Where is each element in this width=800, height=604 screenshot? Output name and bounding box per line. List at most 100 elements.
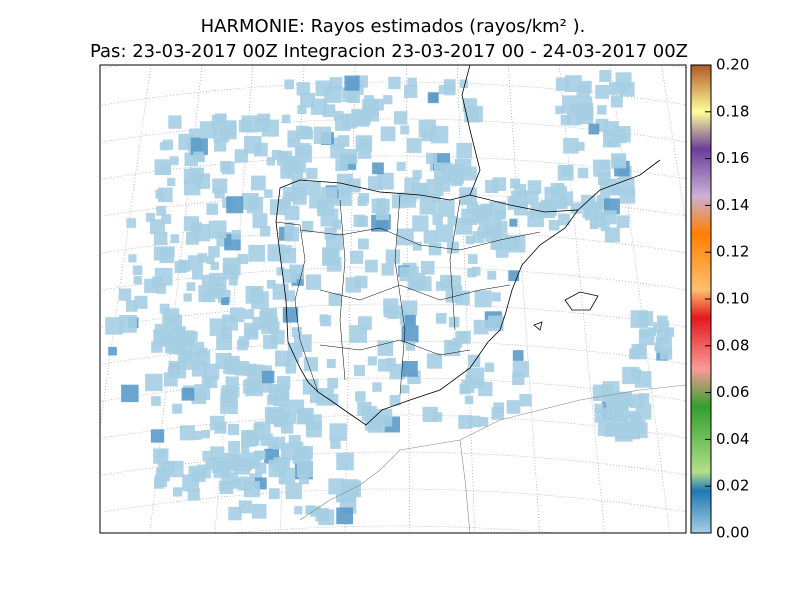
- patch: [399, 266, 414, 282]
- patch: [289, 399, 305, 415]
- patch: [357, 145, 372, 159]
- map-frame: [99, 64, 687, 534]
- patch: [577, 167, 589, 179]
- parallel: [229, 525, 559, 533]
- patch: [412, 215, 429, 232]
- patch: [478, 218, 488, 228]
- patch: [639, 328, 649, 338]
- parallel: [100, 81, 686, 106]
- patch: [594, 403, 604, 413]
- colorbar-tick-label: 0.08: [716, 336, 749, 354]
- patch: [306, 181, 321, 196]
- patch: [125, 300, 138, 312]
- patch: [447, 241, 459, 254]
- patch: [570, 202, 582, 214]
- parallel: [100, 266, 686, 291]
- patch: [194, 173, 211, 189]
- patch: [622, 366, 640, 385]
- patch: [556, 198, 568, 210]
- patch: [231, 230, 241, 240]
- patch: [303, 357, 319, 372]
- patch: [313, 126, 332, 145]
- patch: [446, 340, 457, 351]
- patch: [256, 450, 266, 460]
- patch: [372, 382, 382, 392]
- patch: [153, 478, 165, 489]
- patch: [383, 95, 393, 105]
- patch: [246, 196, 264, 214]
- patch: [495, 209, 506, 220]
- patch: [243, 136, 262, 154]
- patch: [491, 292, 501, 302]
- patch: [220, 160, 232, 172]
- meridian: [344, 65, 356, 533]
- patch: [422, 406, 438, 423]
- patch: [448, 316, 460, 328]
- patch: [119, 314, 137, 333]
- patch: [226, 196, 244, 214]
- patch: [276, 151, 288, 163]
- parallel: [100, 229, 686, 254]
- patch: [638, 393, 650, 404]
- patch: [191, 468, 206, 483]
- patch: [420, 261, 435, 275]
- patch: [266, 279, 276, 289]
- patch: [606, 138, 616, 148]
- patch: [635, 403, 652, 420]
- patch: [238, 500, 252, 514]
- patch: [437, 199, 455, 217]
- patch: [297, 105, 307, 115]
- patch: [336, 452, 354, 471]
- patch: [555, 105, 564, 115]
- patch: [455, 331, 468, 344]
- patch: [564, 75, 582, 93]
- patch: [459, 79, 469, 89]
- patch: [161, 461, 175, 474]
- colorbar-tick-label: 0.04: [716, 430, 749, 448]
- patch: [296, 461, 313, 478]
- patch: [527, 180, 542, 194]
- patch: [159, 142, 168, 151]
- patch: [281, 114, 291, 124]
- patch: [214, 139, 227, 152]
- patch: [244, 363, 258, 377]
- patch: [593, 159, 611, 177]
- patch: [478, 417, 489, 427]
- patch: [664, 327, 675, 337]
- patch: [267, 394, 278, 406]
- patch: [188, 255, 204, 271]
- patch: [377, 358, 391, 372]
- patch: [506, 400, 521, 414]
- patch: [280, 442, 299, 461]
- patch: [191, 361, 208, 377]
- patch: [208, 272, 224, 288]
- patch: [168, 360, 187, 379]
- patch: [152, 276, 164, 288]
- patch: [562, 95, 580, 114]
- patch: [159, 248, 174, 264]
- parallel: [100, 488, 686, 513]
- patch: [349, 325, 368, 343]
- patch: [105, 317, 123, 335]
- patch: [318, 509, 335, 526]
- patch: [330, 144, 345, 159]
- patch: [192, 268, 203, 280]
- patch: [608, 82, 622, 95]
- patch: [238, 336, 250, 347]
- patch: [412, 170, 422, 180]
- patch: [267, 408, 283, 425]
- patch: [278, 404, 290, 416]
- patch: [484, 362, 495, 373]
- patch: [183, 293, 192, 302]
- patch: [187, 331, 198, 342]
- patch: [284, 226, 299, 242]
- patch: [118, 288, 132, 301]
- patch: [381, 263, 394, 276]
- patch: [267, 321, 280, 333]
- colorbar-tick-label: 0.12: [716, 243, 749, 261]
- patch: [238, 119, 252, 133]
- patch: [276, 386, 290, 400]
- patch: [221, 385, 237, 400]
- patch: [462, 98, 477, 113]
- patch: [253, 423, 271, 441]
